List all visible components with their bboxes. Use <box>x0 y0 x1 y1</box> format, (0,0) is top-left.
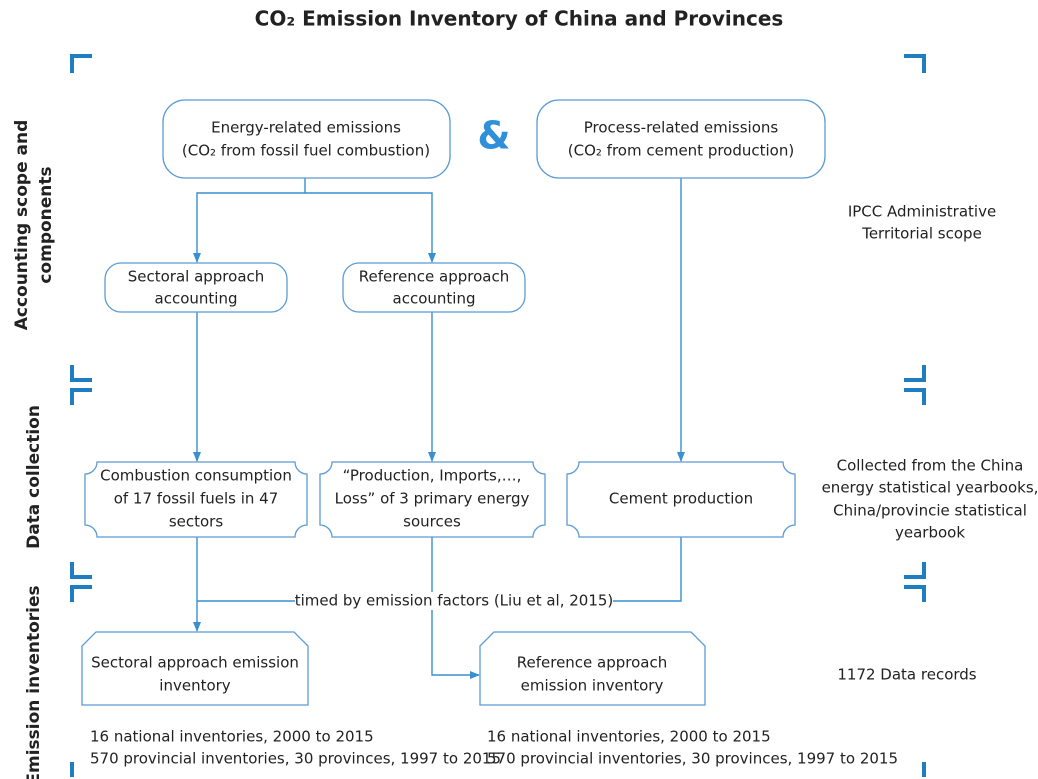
node-label: emission inventory <box>521 677 664 695</box>
node-label: accounting <box>393 290 476 308</box>
section-label: components <box>36 166 56 283</box>
section-label: Data collection <box>24 405 44 549</box>
node <box>81 631 309 706</box>
side-note: 1172 Data records <box>837 666 976 684</box>
node-label: (CO₂ from fossil fuel combustion) <box>182 142 430 160</box>
footnote: 16 national inventories, 2000 to 2015 <box>90 728 374 746</box>
node-label: Loss” of 3 primary energy <box>335 490 530 508</box>
footnote: 570 provincial inventories, 30 provinces… <box>487 750 898 768</box>
node <box>319 461 546 538</box>
node <box>104 262 288 313</box>
node-label: Reference approach <box>359 268 510 286</box>
side-note: Territorial scope <box>861 225 982 243</box>
node <box>162 99 451 179</box>
node-label: “Production, Imports,…, <box>343 467 522 485</box>
node <box>566 461 796 538</box>
section-brackets <box>70 54 926 777</box>
side-note: IPCC Administrative <box>848 203 996 221</box>
section-label: Emission inventories <box>24 585 44 779</box>
node <box>479 631 706 706</box>
footnote: 16 national inventories, 2000 to 2015 <box>487 728 771 746</box>
node <box>342 262 526 313</box>
node-label: inventory <box>159 677 231 695</box>
node-label: (CO₂ from cement production) <box>568 142 794 160</box>
node-label: Sectoral approach emission <box>91 654 299 672</box>
side-note: yearbook <box>895 524 965 542</box>
node-label: sectors <box>169 513 224 531</box>
section-label: Accounting scope and <box>12 120 32 331</box>
node-label: Energy-related emissions <box>211 119 401 137</box>
edge-label-bg <box>295 592 613 610</box>
node-label: Reference approach <box>517 654 668 672</box>
side-note: Collected from the China <box>837 457 1024 475</box>
node-label: Combustion consumption <box>100 467 292 485</box>
node-label: Process-related emissions <box>584 119 779 137</box>
node <box>84 461 308 538</box>
edge-label: timed by emission factors (Liu et al, 20… <box>295 592 614 610</box>
side-note: energy statistical yearbooks, <box>822 479 1038 497</box>
node-label: sources <box>403 513 461 531</box>
node-label: accounting <box>155 290 238 308</box>
node-label: Sectoral approach <box>128 268 265 286</box>
side-note: China/provincie statistical <box>833 502 1027 520</box>
node-label: Cement production <box>609 490 753 508</box>
footnote: 570 provincial inventories, 30 provinces… <box>90 750 501 768</box>
node <box>536 99 826 179</box>
title: CO₂ Emission Inventory of China and Prov… <box>255 7 784 31</box>
connector: & <box>477 114 510 158</box>
node-label: of 17 fossil fuels in 47 <box>114 490 279 508</box>
